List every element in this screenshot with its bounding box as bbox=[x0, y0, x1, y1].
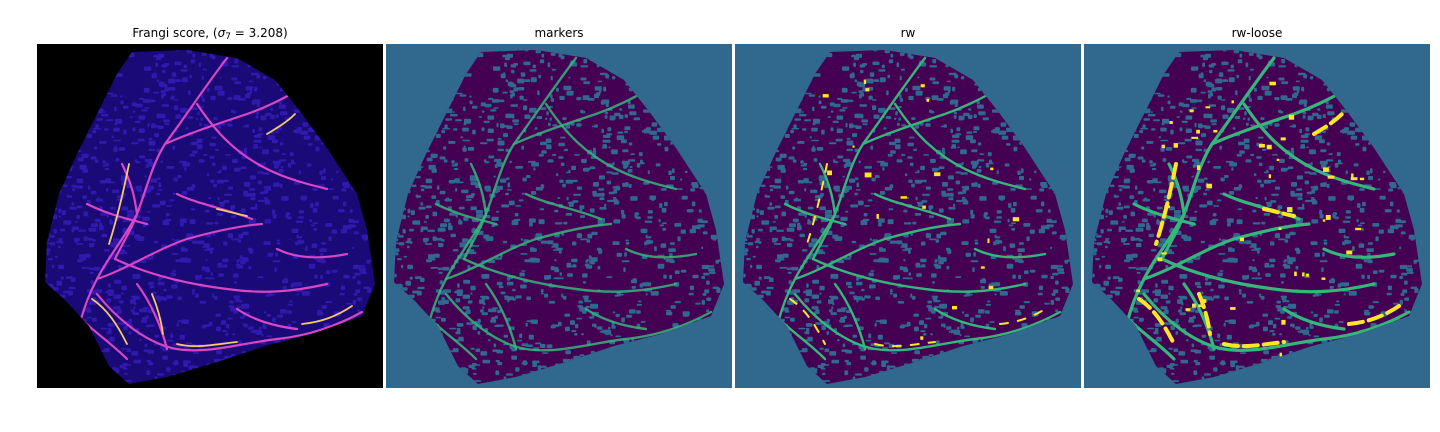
retina-image-svg bbox=[386, 44, 732, 388]
highlight-segments bbox=[779, 79, 1051, 353]
retina-tissue-region bbox=[394, 50, 724, 384]
panel-title-rw: rw bbox=[900, 26, 916, 40]
retina-tissue-region bbox=[743, 50, 1073, 384]
retina-image-svg bbox=[735, 44, 1081, 388]
panel-title-markers: markers bbox=[534, 26, 584, 40]
rw-image bbox=[735, 44, 1081, 388]
vessel-network bbox=[428, 56, 713, 361]
retina-image-svg bbox=[1084, 44, 1430, 388]
highlight-segments bbox=[91, 113, 353, 347]
markers-image bbox=[386, 44, 732, 388]
retina-image-svg bbox=[37, 44, 383, 388]
highlight-segments bbox=[1136, 81, 1401, 358]
vessel-network bbox=[1126, 56, 1411, 361]
frangi-score-image bbox=[37, 44, 383, 388]
retina-tissue-region bbox=[45, 50, 375, 384]
rw-loose-image bbox=[1084, 44, 1430, 388]
panel-title-rw-loose: rw-loose bbox=[1231, 26, 1283, 40]
vessel-network bbox=[777, 56, 1062, 361]
panel-title-frangi: Frangi score, (σ7 = 3.208) bbox=[132, 26, 288, 42]
retina-tissue-region bbox=[1092, 50, 1422, 384]
